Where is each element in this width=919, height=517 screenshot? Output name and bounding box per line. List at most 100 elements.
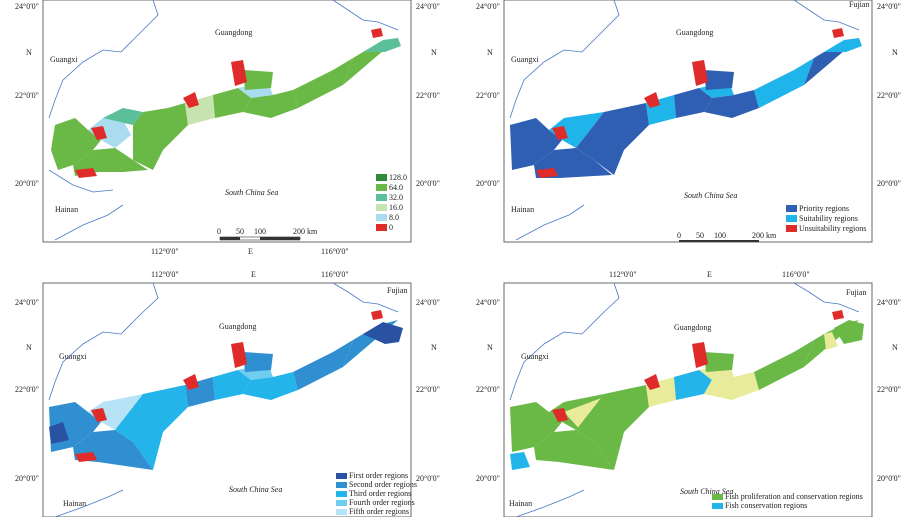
legend-swatch [336, 500, 347, 506]
legend-label: Fish conservation regions [725, 501, 807, 510]
place-guangdong: Guangdong [215, 28, 252, 37]
lat-24-right: 24°0'0" [416, 2, 440, 11]
zone [674, 370, 712, 400]
legend-swatch [336, 509, 347, 515]
legend-label: Fish proliferation and conservation regi… [725, 492, 863, 501]
zone [704, 352, 734, 372]
place-hainan: Hainan [509, 499, 532, 508]
panel-b: 24°0'0" 24°0'0" N N 22°0'0" 22°0'0" 20°0… [476, 0, 901, 243]
legend-swatch [712, 503, 723, 509]
lon-112: 112°0'0" [151, 270, 179, 279]
zone [510, 452, 530, 470]
zone [213, 88, 251, 118]
lat-24-left: 24°0'0" [15, 2, 39, 11]
scale-bar: 0 50 100 200 km [217, 227, 318, 241]
zone [243, 352, 273, 372]
zone [293, 340, 353, 390]
place-sea: South China Sea [684, 191, 737, 200]
legend-swatch [336, 473, 347, 479]
place-guangdong: Guangdong [676, 28, 713, 37]
place-sea: South China Sea [225, 188, 278, 197]
zone [552, 408, 568, 422]
zone [183, 92, 199, 108]
zone [644, 92, 660, 108]
east: E [707, 270, 712, 279]
panel-c: 112°0'0" E 116°0'0" [15, 270, 440, 517]
legend-swatch [712, 494, 723, 500]
zone [644, 374, 660, 390]
coastline [48, 282, 399, 517]
lat-20-left: 20°0'0" [476, 179, 500, 188]
place-guangxi: Guangxi [521, 352, 549, 361]
legend-swatch [376, 174, 387, 181]
north-left: N [26, 343, 32, 352]
zone [834, 320, 864, 344]
zone [75, 452, 97, 462]
legend-label: 128.0 [389, 173, 407, 182]
panel-d: 112°0'0" E 116°0'0" [476, 270, 901, 517]
lat-20-left: 20°0'0" [15, 474, 39, 483]
zone [754, 340, 814, 390]
lat-22-right: 22°0'0" [416, 91, 440, 100]
lat-20-right: 20°0'0" [416, 179, 440, 188]
lat-24-right: 24°0'0" [416, 298, 440, 307]
zone [88, 118, 131, 148]
legend: 128.064.032.016.08.00 [376, 173, 407, 232]
place-fujian: Fujian [387, 286, 407, 295]
zone [692, 342, 708, 368]
lat-20-left: 20°0'0" [476, 474, 500, 483]
legend-label: Fifth order regions [349, 507, 409, 516]
zone [75, 168, 97, 178]
zone [832, 310, 844, 320]
zone [293, 58, 353, 108]
lat-20-right: 20°0'0" [416, 474, 440, 483]
zone [832, 28, 844, 38]
zone [133, 103, 188, 170]
zone [552, 126, 568, 140]
place-hainan: Hainan [511, 205, 534, 214]
scale-tick-100: 100 [254, 227, 266, 236]
coastline [48, 0, 399, 241]
zone [534, 430, 614, 470]
zones-b [510, 28, 862, 178]
scale-tick-50: 50 [236, 227, 244, 236]
lat-24-left: 24°0'0" [15, 298, 39, 307]
legend-label: Priority regions [799, 204, 849, 213]
lat-22-left: 22°0'0" [476, 385, 500, 394]
north-right: N [892, 48, 898, 57]
place-sea: South China Sea [680, 487, 733, 496]
zone [576, 385, 649, 470]
zone [510, 402, 562, 452]
legend-label: 32.0 [389, 193, 403, 202]
coastline [509, 282, 860, 517]
lat-24-right: 24°0'0" [877, 2, 901, 11]
lat-22-left: 22°0'0" [476, 91, 500, 100]
lat-22-right: 22°0'0" [877, 385, 901, 394]
legend-swatch [376, 224, 387, 231]
zone [243, 372, 298, 400]
zone [91, 126, 107, 140]
zone [754, 58, 814, 108]
legend-label: Fourth order regions [349, 498, 415, 507]
zone [231, 60, 247, 86]
zone [213, 370, 251, 400]
legend-swatch [786, 225, 797, 232]
north-right: N [892, 343, 898, 352]
place-sea: South China Sea [229, 485, 282, 494]
lat-22-right: 22°0'0" [877, 91, 901, 100]
zone [510, 118, 562, 170]
legend-label: 8.0 [389, 213, 399, 222]
zone [704, 372, 759, 400]
lat-22-left: 22°0'0" [15, 385, 39, 394]
zones-c [49, 310, 403, 470]
lon-116: 116°0'0" [782, 270, 810, 279]
lat-24-left: 24°0'0" [476, 298, 500, 307]
lat-20-left: 20°0'0" [15, 179, 39, 188]
legend-swatch [786, 205, 797, 212]
lat-22-left: 22°0'0" [15, 91, 39, 100]
scale-tick-100: 100 [714, 231, 726, 240]
zone [371, 310, 383, 320]
north-left: N [26, 48, 32, 57]
legend-label: 16.0 [389, 203, 403, 212]
